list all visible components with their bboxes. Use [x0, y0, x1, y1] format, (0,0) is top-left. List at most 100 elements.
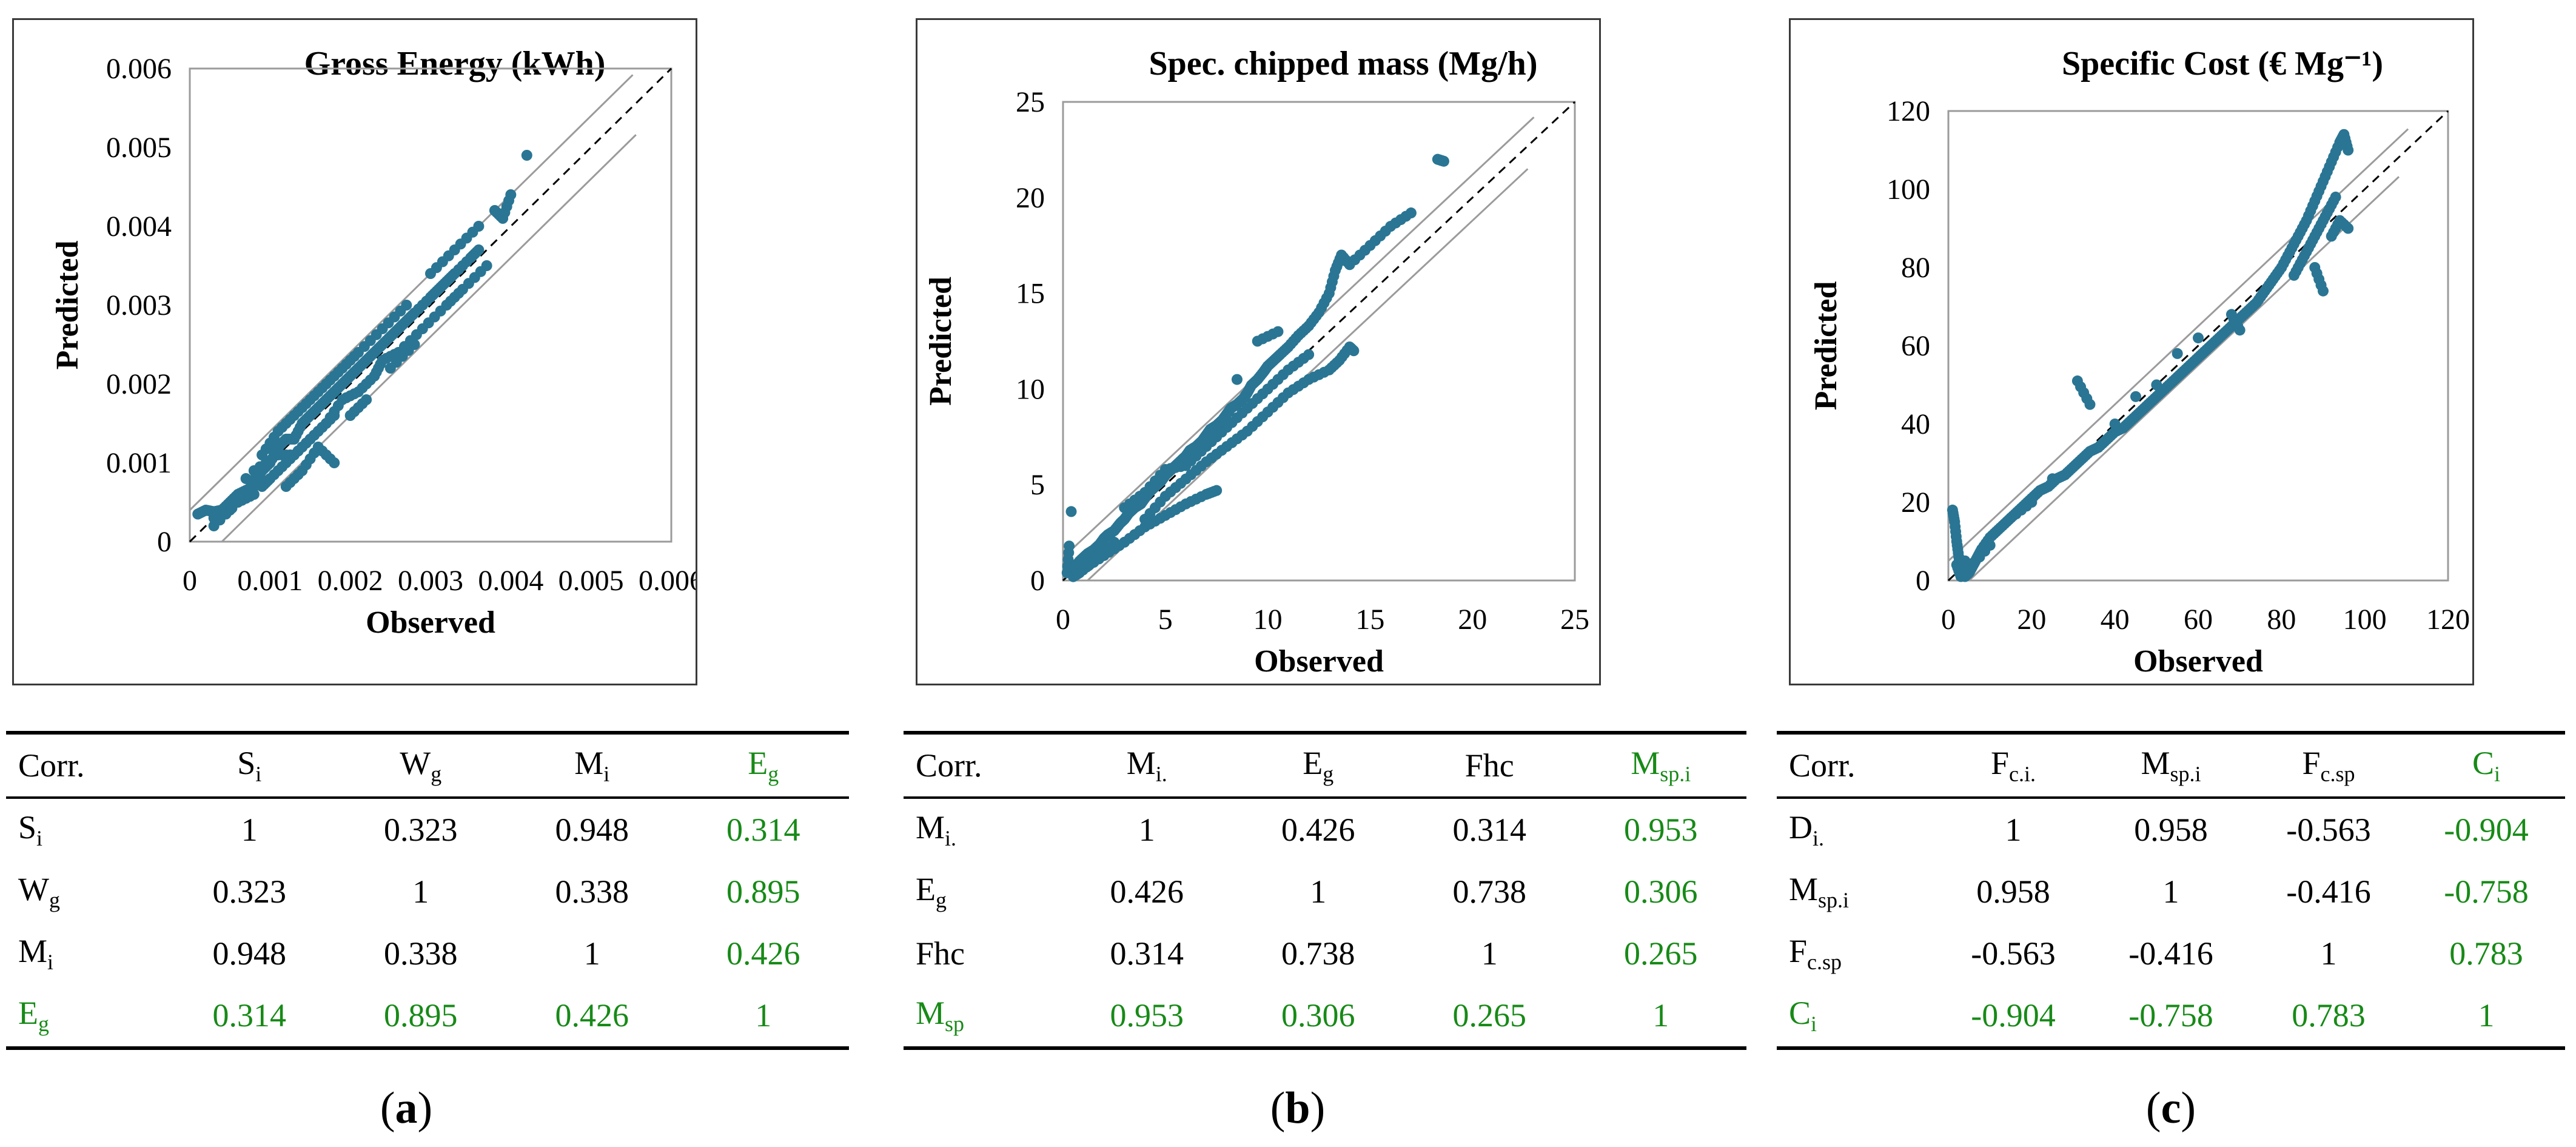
data-point: [1380, 226, 1391, 237]
y-tick-label: 0: [1030, 565, 1045, 597]
table-cell: -0.416: [2286, 873, 2371, 910]
data-point: [1216, 445, 1227, 456]
data-point: [300, 398, 312, 409]
x-axis-label: Observed: [366, 605, 495, 640]
data-point: [1084, 559, 1096, 570]
table-row: Msp 0.953 0.306 0.265 1: [904, 984, 1746, 1048]
chart-frame-a: Gross Energy (kWh) 0 0.001 0.002 0.003 0.004 0…: [12, 18, 697, 685]
plot-area: [189, 67, 673, 543]
table-header-cell: Corr.: [18, 747, 85, 784]
table-header-cell: Mi.: [1126, 745, 1167, 786]
table-cell: 1: [2162, 873, 2179, 910]
x-axis-label: Observed: [2133, 644, 2263, 679]
data-point: [1957, 556, 1969, 568]
data-point: [349, 388, 360, 400]
table-row: Wg 0.323 1 0.338 0.895: [6, 861, 849, 923]
scatter-chart-a: Gross Energy (kWh) 0 0.001 0.002 0.003 0.004 0…: [50, 45, 696, 640]
table-cell: 0.338: [384, 935, 458, 972]
scatter-chart-b: Spec. chipped mass (Mg/h) 0 5 10 15 20 25 0 5 10 1…: [924, 45, 1589, 679]
table-cell: -0.758: [2444, 873, 2529, 910]
data-point: [371, 329, 382, 340]
data-point: [475, 266, 486, 277]
y-tick-label: 0.005: [106, 132, 172, 164]
table-header-cell: Corr.: [1789, 747, 1856, 784]
table-cell: 0.426: [1281, 812, 1355, 848]
caption-c: (c): [2145, 1083, 2196, 1133]
data-point: [226, 502, 238, 514]
data-point: [1134, 491, 1145, 502]
data-point: [389, 349, 400, 360]
table-row: Eg 0.426 1 0.738 0.306: [904, 861, 1746, 923]
identity-line: [189, 67, 673, 543]
table-row: Fc.sp -0.563 -0.416 1 0.783: [1777, 923, 2565, 984]
caption-b: (b): [1270, 1083, 1326, 1133]
y-tick-label: 20: [1016, 182, 1045, 214]
table-cell: 0.948: [212, 935, 287, 972]
y-tick-label: 0.001: [106, 447, 172, 479]
table-cell: 0.895: [726, 873, 800, 910]
data-point: [2081, 393, 2093, 405]
data-point: [1063, 547, 1075, 559]
data-point: [357, 398, 368, 409]
data-point: [292, 445, 304, 457]
x-tick-label: 20: [2017, 604, 2046, 636]
data-point: [2324, 161, 2335, 172]
data-point: [2340, 221, 2352, 232]
y-tick-label: 25: [1016, 86, 1045, 118]
y-tick-label: 60: [1901, 330, 1930, 362]
table-cell: 0.314: [726, 812, 800, 848]
data-point: [349, 351, 360, 362]
y-axis-label: Predicted: [50, 241, 85, 370]
table-cell: 0.958: [2134, 812, 2208, 848]
plot-area: [1947, 110, 2449, 582]
y-tick-label: 0.003: [106, 289, 172, 321]
y-tick-label: 0: [1916, 565, 1930, 597]
y-tick-label: 120: [1887, 95, 1930, 127]
identity-line: [1947, 110, 2449, 582]
correlation-table-c: Corr. Fc.i. Msp.i Fc.sp Ci Di. 1 0.958 -0.563 -0.…: [1777, 731, 2565, 1050]
data-point: [1257, 388, 1269, 400]
data-point: [1277, 369, 1289, 380]
y-axis-label: Predicted: [924, 277, 958, 406]
data-point: [1437, 155, 1448, 167]
y-tick-label: 5: [1030, 469, 1045, 501]
chart-frame-b: Spec. chipped mass (Mg/h) 0 5 10 15 20 25 0 5 10 1…: [916, 18, 1601, 685]
lower-band-line: [221, 134, 637, 543]
data-point: [521, 150, 532, 161]
x-tick-label: 0.001: [237, 565, 303, 597]
data-point: [467, 226, 478, 238]
table-cell: 0.738: [1281, 935, 1355, 972]
y-tick-label: 10: [1016, 373, 1045, 405]
row-label: Mi.: [916, 809, 957, 850]
x-tick-label: 0: [183, 565, 197, 597]
table-cell: -0.758: [2128, 997, 2213, 1034]
data-point: [309, 429, 320, 441]
table-cell: 0.314: [1452, 812, 1527, 848]
data-point: [435, 305, 446, 317]
table-cell: 1: [241, 812, 258, 848]
x-tick-label: 0.005: [558, 565, 624, 597]
row-label: Msp: [916, 995, 965, 1036]
data-point: [1103, 541, 1115, 553]
x-tick-label: 20: [1458, 604, 1487, 636]
lower-band-line: [1968, 176, 2400, 582]
table-cell: 0.738: [1452, 873, 1527, 910]
x-tick-label: 0.003: [398, 565, 463, 597]
data-point: [1155, 496, 1166, 508]
table-header-cell: Fhc: [1464, 747, 1514, 784]
scatter-chart-c: Specific Cost (€ Mg⁻¹) 0 20 40 60 80 100 120 0 20…: [1809, 45, 2470, 679]
y-tick-label: 0: [157, 526, 172, 558]
row-label: Mi: [18, 933, 54, 974]
data-point: [1175, 461, 1187, 473]
data-point: [1065, 506, 1077, 517]
chart-frame-c: Specific Cost (€ Mg⁻¹) 0 20 40 60 80 100 120 0 20…: [1789, 18, 2474, 685]
data-point: [1236, 407, 1248, 419]
row-label: Eg: [916, 871, 947, 912]
table-header-cell: Mi: [574, 745, 610, 786]
x-tick-label: 0.006: [639, 565, 696, 597]
table-header-cell: Fc.sp: [2302, 745, 2355, 786]
table-header-cell: Corr.: [916, 747, 982, 784]
data-point: [1267, 328, 1279, 340]
data-point: [1950, 531, 1962, 542]
table-cell: 1: [2478, 997, 2495, 1034]
